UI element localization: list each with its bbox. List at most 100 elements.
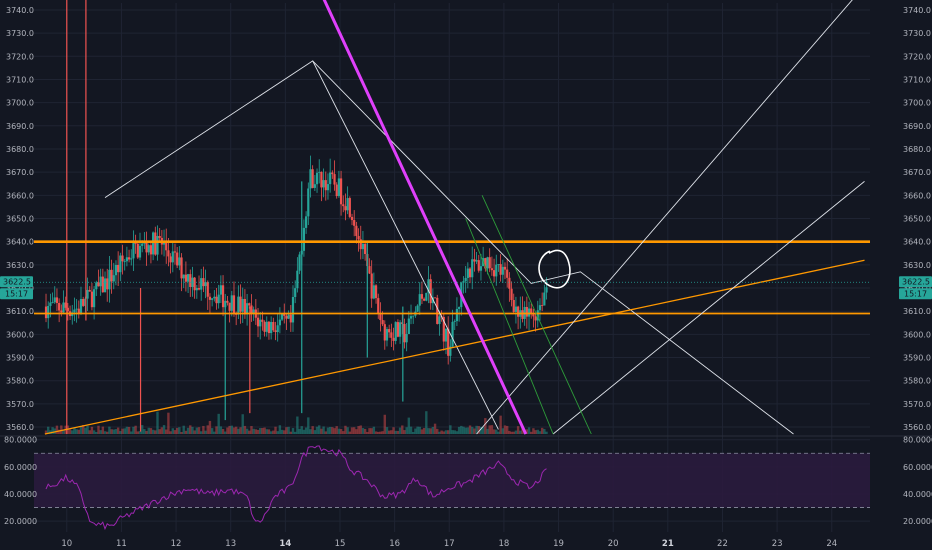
candle-body [534, 316, 537, 321]
candle-body [239, 296, 242, 312]
volume-bar [481, 426, 485, 434]
volume-bar [62, 430, 65, 434]
candle-body [202, 278, 205, 287]
volume-bar [232, 427, 236, 434]
candle-body [348, 198, 351, 217]
candle-body [532, 314, 535, 317]
price-tick-right: 3640.0 [903, 238, 931, 247]
candle-body [442, 316, 445, 342]
candle-body [357, 235, 360, 240]
volume-bar [149, 428, 153, 434]
volume-bar [418, 426, 421, 434]
candle-body [497, 264, 500, 265]
candle-body [265, 321, 268, 332]
volume-bar [530, 431, 533, 434]
volume-bar [538, 431, 542, 434]
volume-bar [475, 425, 478, 434]
candle-body [156, 235, 159, 255]
volume-bar [453, 430, 456, 434]
candle-body [383, 324, 386, 341]
trend-lines[interactable] [44, 0, 865, 435]
volume-bar [442, 431, 446, 434]
volume-bar [272, 430, 275, 434]
volume-bar [293, 431, 297, 434]
candle-body [311, 169, 314, 188]
candle-body [313, 184, 316, 188]
candle-body [385, 329, 389, 341]
candle-body [274, 330, 277, 333]
candle-body [49, 302, 52, 306]
volume-bar [95, 431, 98, 434]
volume-bar [132, 426, 135, 434]
volume-bar [202, 425, 205, 434]
volume-bar [285, 427, 288, 434]
volume-bar [420, 429, 424, 434]
price-tick-right: 3650.0 [903, 215, 931, 224]
candle-body [359, 239, 362, 250]
volume-bar [324, 431, 327, 434]
price-tick-left: 3650.0 [6, 215, 34, 224]
candle-body [473, 259, 476, 262]
volume-bar [206, 425, 209, 434]
volume-bar [422, 427, 426, 434]
volume-bar [116, 427, 120, 434]
volume-bar [355, 429, 358, 434]
volume-bar [110, 429, 113, 434]
horizontal-levels[interactable] [34, 240, 870, 315]
candle-body [180, 257, 183, 279]
candle-body [486, 257, 489, 269]
volume-bar [53, 428, 56, 434]
candle-body [396, 322, 400, 337]
candle-body [475, 260, 478, 262]
volume-bar [88, 430, 91, 434]
candle-body [189, 274, 192, 287]
price-tick-left: 3640.0 [6, 238, 34, 247]
date-label: 21 [662, 539, 674, 549]
candle-body [178, 257, 181, 266]
volume-bar [167, 412, 170, 434]
circle-annotation[interactable] [538, 249, 571, 289]
volume-bar [396, 430, 400, 434]
volume-bar [184, 430, 188, 434]
candle-body [305, 216, 308, 228]
volume-bar [331, 427, 334, 434]
date-label: 24 [826, 539, 837, 549]
volume-bar [77, 429, 81, 434]
volume-bar [385, 427, 389, 434]
candle-body [108, 269, 111, 290]
candle-body [147, 245, 150, 253]
date-label: 11 [116, 539, 127, 549]
volume-bar [540, 427, 544, 434]
candle-body [488, 257, 491, 269]
volume-bar [337, 428, 341, 434]
volume-bar [204, 430, 207, 434]
volume-bar [156, 411, 159, 434]
volume-bar [479, 426, 483, 434]
candle-body [66, 307, 69, 312]
date-label: 20 [608, 539, 619, 549]
volume-bar [86, 425, 89, 434]
candle-body [527, 308, 531, 317]
candle-body [283, 313, 286, 316]
volume-bar [114, 429, 118, 434]
candle-body [307, 188, 310, 217]
candle-body [171, 251, 174, 263]
rsi-tick-right: 40.0000 [903, 490, 932, 499]
candle-body [429, 279, 432, 304]
candle-body [213, 296, 216, 299]
volume-bar [71, 430, 74, 434]
volume-bar [121, 428, 124, 434]
date-label: 10 [61, 539, 72, 549]
volume-bar [219, 426, 223, 434]
date-label: 16 [389, 539, 400, 549]
candle-body [331, 172, 334, 175]
volume-bar [224, 431, 227, 434]
candle-body [512, 300, 515, 312]
candle-body [230, 295, 233, 311]
price-tick-right: 3570.0 [903, 400, 931, 409]
volume-bar [300, 426, 303, 434]
volume-bar [377, 431, 380, 434]
volume-bar [368, 428, 371, 434]
date-label: 13 [225, 539, 236, 549]
